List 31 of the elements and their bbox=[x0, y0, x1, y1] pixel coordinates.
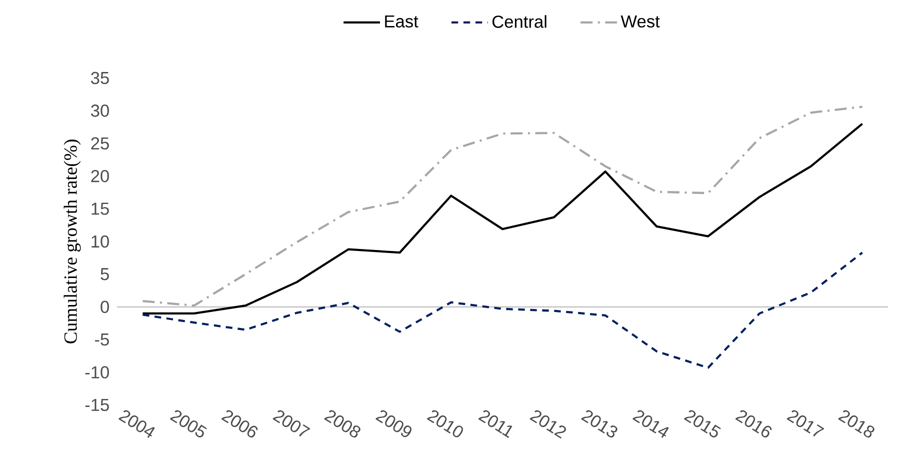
legend-label: East bbox=[385, 15, 418, 28]
x-tick-label: 2010 bbox=[426, 410, 463, 438]
y-tick-label: -10 bbox=[85, 366, 109, 378]
y-axis-title: Cumulative growth rate(%) bbox=[64, 140, 81, 344]
x-tick-label: 2006 bbox=[221, 410, 258, 438]
line-series bbox=[142, 252, 864, 369]
x-tick-label: 2011 bbox=[478, 410, 512, 438]
x-tick-label: 2007 bbox=[272, 410, 310, 436]
y-tick-label: 15 bbox=[92, 202, 109, 215]
x-tick-label: 2005 bbox=[170, 410, 207, 438]
y-tick-label: -5 bbox=[94, 334, 109, 346]
legend-label: Central bbox=[492, 15, 546, 28]
legend-label: West bbox=[620, 15, 660, 28]
x-tick-label: 2008 bbox=[324, 410, 360, 438]
x-tick-label: 2004 bbox=[118, 410, 155, 438]
y-tick-label: 25 bbox=[91, 137, 109, 150]
x-tick-label: 2017 bbox=[786, 410, 824, 436]
y-tick-label: 35 bbox=[91, 72, 109, 84]
x-tick-label: 2018 bbox=[838, 410, 874, 438]
y-tick-label: 5 bbox=[100, 268, 109, 280]
x-tick-label: 2013 bbox=[581, 410, 618, 438]
y-tick-label: 20 bbox=[91, 170, 109, 182]
y-tick-label: 10 bbox=[92, 235, 109, 248]
x-tick-label: 2009 bbox=[375, 410, 412, 438]
y-tick-label: -15 bbox=[85, 398, 109, 412]
y-tick-label: 0 bbox=[100, 300, 109, 314]
x-tick-label: 2016 bbox=[735, 410, 772, 438]
x-tick-label: 2015 bbox=[684, 410, 721, 438]
x-tick-label: 2014 bbox=[632, 410, 669, 438]
x-tick-label: 2012 bbox=[530, 410, 566, 439]
y-tick-label: 30 bbox=[91, 104, 109, 117]
